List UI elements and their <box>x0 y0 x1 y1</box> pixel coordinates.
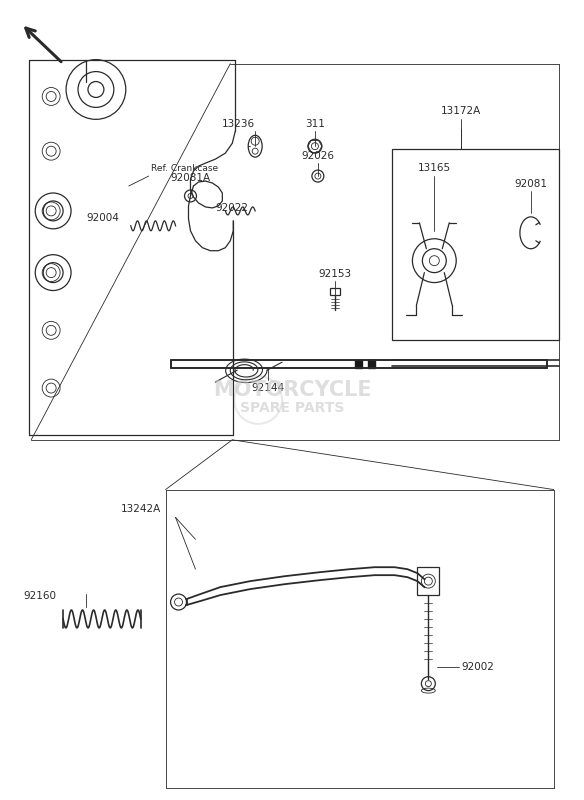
Text: MOTORCYCLE: MOTORCYCLE <box>213 380 371 400</box>
Text: 92004: 92004 <box>86 213 119 223</box>
Text: 311: 311 <box>305 119 325 130</box>
Text: 92002: 92002 <box>461 662 494 672</box>
Bar <box>330 287 340 295</box>
Text: 92081: 92081 <box>515 179 547 189</box>
Text: 92160: 92160 <box>23 591 56 601</box>
Text: Ref. Crankcase: Ref. Crankcase <box>151 164 218 173</box>
Bar <box>354 360 361 368</box>
Text: 92144: 92144 <box>252 383 284 393</box>
Text: 13172A: 13172A <box>441 106 481 116</box>
Text: 92153: 92153 <box>318 269 352 278</box>
Text: 92026: 92026 <box>301 151 335 161</box>
Text: 13242A: 13242A <box>121 505 161 514</box>
Bar <box>368 360 374 368</box>
Text: SPARE PARTS: SPARE PARTS <box>240 401 344 415</box>
Text: 13236: 13236 <box>222 119 255 130</box>
Text: 92081A: 92081A <box>171 173 211 183</box>
Bar <box>391 149 559 340</box>
Text: 92022: 92022 <box>215 203 249 213</box>
Bar <box>418 567 439 595</box>
Text: 13165: 13165 <box>418 163 451 173</box>
